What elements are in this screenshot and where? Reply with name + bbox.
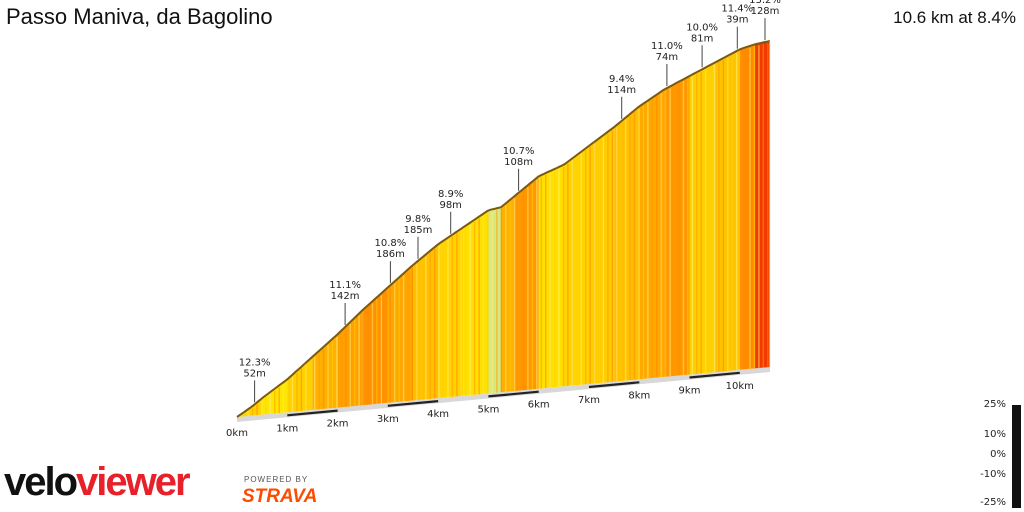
- veloviewer-logo[interactable]: veloviewer: [4, 460, 191, 504]
- x-tick-label: 7km: [578, 395, 600, 406]
- logo-viewer-text: viewer: [76, 460, 191, 504]
- annotation-gradient: 10.7%: [503, 146, 535, 157]
- annotation-gradient: 11.1%: [329, 280, 361, 291]
- gradient-segment: [488, 207, 501, 394]
- annotation-gradient: 9.8%: [405, 214, 430, 225]
- gradient-segment: [237, 398, 263, 417]
- km-marker-dash: [387, 400, 439, 407]
- annotation-length: 81m: [691, 33, 713, 44]
- x-tick-label: 0km: [226, 428, 248, 439]
- annotation-length: 39m: [726, 15, 748, 26]
- km-marker-dash: [488, 390, 539, 398]
- annotation-gradient: 8.9%: [438, 189, 463, 200]
- gradient-segment: [513, 176, 539, 392]
- annotation-gradient: 11.4%: [721, 4, 753, 15]
- x-tick-label: 2km: [327, 419, 349, 430]
- km-marker-dash: [689, 371, 740, 379]
- annotation-length: 52m: [243, 368, 265, 379]
- annotation-gradient: 13.2%: [749, 0, 781, 6]
- annotation-gradient: 12.3%: [239, 357, 271, 368]
- climb-title: Passo Maniva, da Bagolino: [6, 4, 273, 29]
- gradient-segment: [362, 287, 388, 406]
- x-tick-label: 10km: [726, 381, 754, 392]
- climb-summary: 10.6 km at 8.4%: [893, 8, 1016, 27]
- annotation-length: 186m: [376, 249, 405, 260]
- x-tick-label: 4km: [427, 409, 449, 420]
- profile-outline: [236, 40, 771, 418]
- x-tick-label: 3km: [377, 414, 399, 425]
- powered-by-label: POWERED BY: [244, 475, 309, 484]
- annotation-length: 128m: [751, 6, 780, 17]
- annotation-gradient: 11.0%: [651, 41, 683, 52]
- scale-label-neg10: -10%: [980, 469, 1006, 480]
- gradient-segment: [589, 127, 615, 384]
- gradient-segment: [614, 106, 640, 382]
- gradient-segment: [501, 196, 514, 393]
- logo-velo-text: velo: [4, 460, 78, 504]
- annotation-length: 142m: [331, 291, 360, 302]
- annotation-gradient: 9.4%: [609, 74, 634, 85]
- gradient-segment: [664, 76, 690, 377]
- gradient-segment: [463, 210, 489, 396]
- annotation-length: 98m: [439, 200, 461, 211]
- gradient-segment: [739, 44, 755, 370]
- gradient-segment: [387, 265, 413, 403]
- gradient-segment: [438, 227, 464, 399]
- gradient-scale-bar: [1012, 405, 1021, 508]
- gradient-segment: [538, 164, 564, 389]
- annotation-length: 114m: [607, 85, 636, 96]
- annotation-length: 74m: [656, 52, 678, 63]
- scale-label-25: 25%: [983, 399, 1006, 410]
- annotation-gradient: 10.8%: [375, 238, 407, 249]
- annotation-length: 185m: [404, 225, 433, 236]
- x-tick-label: 6km: [528, 400, 550, 411]
- gradient-segment: [689, 62, 715, 375]
- x-tick-label: 8km: [628, 390, 650, 401]
- x-tick-label: 5km: [477, 404, 499, 415]
- km-marker-dash: [588, 381, 640, 389]
- annotation-gradient: 10.0%: [686, 22, 718, 33]
- scale-label-neg25: -25%: [980, 497, 1006, 508]
- km-marker-dash: [287, 409, 338, 417]
- strava-logo[interactable]: STRAVA: [242, 486, 318, 507]
- x-tick-label: 9km: [679, 386, 701, 397]
- x-tick-label: 1km: [276, 423, 298, 434]
- scale-label-10: 10%: [983, 429, 1006, 440]
- annotation-length: 108m: [504, 157, 533, 168]
- scale-label-0: 0%: [990, 449, 1006, 460]
- gradient-segment: [287, 356, 313, 413]
